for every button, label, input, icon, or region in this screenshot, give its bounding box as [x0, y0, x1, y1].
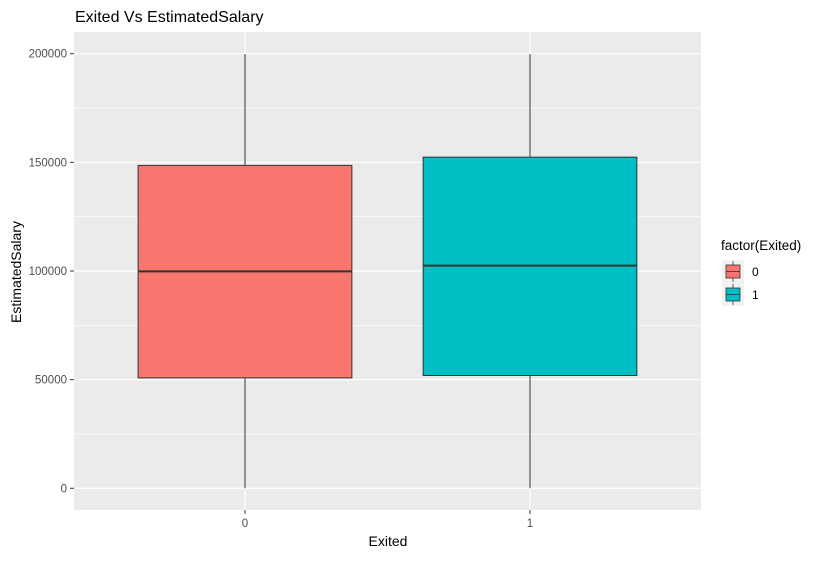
chart-title: Exited Vs EstimatedSalary [75, 9, 264, 26]
legend-label: 0 [752, 265, 759, 279]
legend: factor(Exited) 01 [721, 238, 801, 306]
legend-label: 1 [752, 288, 759, 302]
y-axis-title: EstimatedSalary [8, 221, 24, 323]
y-tick-label: 200000 [29, 49, 67, 61]
y-tick-label: 150000 [29, 157, 67, 169]
y-tick-label: 50000 [35, 375, 67, 387]
y-axis-ticks: 0 50000 100000 150000 200000 [29, 49, 74, 495]
x-tick-label: 0 [242, 518, 248, 530]
y-tick-label: 100000 [29, 266, 67, 278]
legend-items: 01 [722, 260, 759, 306]
legend-title: factor(Exited) [721, 238, 801, 253]
boxes [137, 54, 638, 489]
x-tick-label: 1 [527, 518, 533, 530]
y-tick-label: 0 [61, 483, 67, 495]
x-axis-title: Exited [369, 533, 408, 549]
